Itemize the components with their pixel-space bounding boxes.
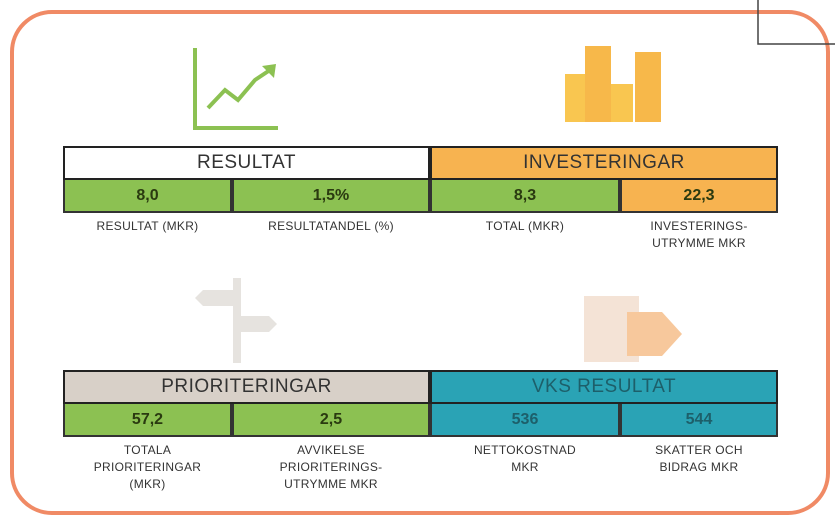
label-line: UTRYMME MKR [284, 477, 378, 491]
label-line: TOTALA [123, 443, 172, 457]
metric-label: NETTOKOSTNAD MKR [420, 442, 630, 476]
panel-header: VKS RESULTAT [430, 370, 778, 404]
label-line: (MKR) [129, 477, 166, 491]
metric-value: 22,3 [620, 180, 778, 213]
calculator-icon [584, 296, 682, 362]
label-line: RESULTAT (MKR) [96, 219, 199, 233]
metric-label: RESULTATANDEL (%) [222, 218, 440, 235]
metric-value: 544 [620, 404, 778, 437]
label-line: MKR [511, 460, 539, 474]
metric-label: TOTALA PRIORITERINGAR (MKR) [53, 442, 242, 493]
label-line: INVESTERINGS- [650, 219, 748, 233]
metric-label: SKATTER OCH BIDRAG MKR [610, 442, 788, 476]
signpost-icon [195, 278, 277, 363]
buildings-icon [565, 46, 661, 122]
frame [10, 10, 830, 515]
label-line: TOTAL (MKR) [485, 219, 565, 233]
label-line: SKATTER OCH [655, 443, 743, 457]
metric-value: 8,3 [430, 180, 620, 213]
metric-label: RESULTAT (MKR) [53, 218, 242, 235]
label-line: UTRYMME MKR [652, 236, 746, 250]
label-line: PRIORITERINGAR [93, 460, 202, 474]
panel-header: PRIORITERINGAR [63, 370, 430, 404]
metric-label: TOTAL (MKR) [420, 218, 630, 235]
metric-value: 1,5% [232, 180, 430, 213]
metric-label: INVESTERINGS- UTRYMME MKR [610, 218, 788, 252]
metric-value: 57,2 [63, 404, 232, 437]
metric-value: 8,0 [63, 180, 232, 213]
label-line: NETTOKOSTNAD [473, 443, 577, 457]
label-line: RESULTATANDEL (%) [268, 219, 394, 233]
label-line: PRIORITERINGS- [279, 460, 383, 474]
metric-value: 536 [430, 404, 620, 437]
metric-label: AVVIKELSE PRIORITERINGS- UTRYMME MKR [222, 442, 440, 493]
label-line: BIDRAG MKR [659, 460, 739, 474]
label-line: AVVIKELSE [297, 443, 365, 457]
chart-icon [193, 48, 278, 130]
panel-header: RESULTAT [63, 146, 430, 180]
corner-fragment [757, 0, 835, 45]
panel-header: INVESTERINGAR [430, 146, 778, 180]
metric-value: 2,5 [232, 404, 430, 437]
